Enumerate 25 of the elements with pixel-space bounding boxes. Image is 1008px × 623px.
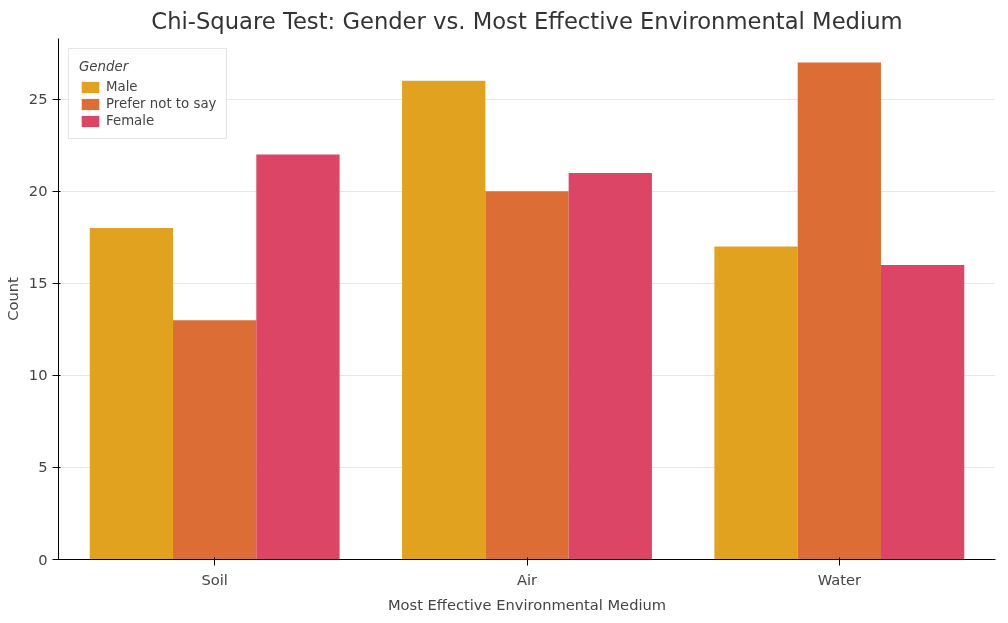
legend-title: Gender [79, 59, 130, 74]
x-axis-title: Most Effective Environmental Medium [387, 595, 667, 613]
bar [89, 228, 174, 560]
y-tick-label: 25 [28, 90, 48, 108]
legend-label: Prefer not to say [106, 96, 217, 111]
bar [402, 80, 486, 560]
bar [173, 320, 257, 560]
bar [568, 172, 652, 560]
bar [256, 154, 340, 560]
legend-label: Female [106, 113, 155, 128]
y-tick-label: 0 [38, 550, 48, 568]
x-tick-label: Water [817, 570, 862, 588]
bar [880, 264, 965, 560]
chart-title: Chi-Square Test: Gender vs. Most Effective Environmental Medium [151, 7, 903, 34]
y-tick-label: 10 [28, 366, 48, 384]
y-tick-label: 5 [38, 458, 48, 476]
x-tick-label: Soil [201, 570, 228, 588]
y-tick-label: 20 [28, 182, 48, 200]
y-tick-label: 15 [28, 274, 48, 292]
legend-label: Male [106, 79, 138, 94]
y-axis-title: Count [3, 276, 21, 321]
bar [714, 246, 798, 560]
bar [797, 62, 881, 560]
bar [485, 191, 569, 560]
x-tick-label: Air [516, 570, 539, 588]
